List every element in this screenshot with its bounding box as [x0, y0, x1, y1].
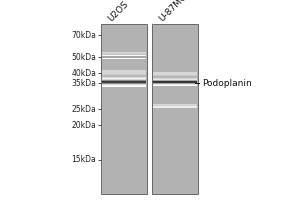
Text: 70kDa: 70kDa [71, 30, 96, 40]
Bar [102, 58, 146, 59]
Bar [102, 70, 146, 71]
Text: 40kDa: 40kDa [71, 68, 96, 77]
Bar [153, 107, 197, 108]
Bar [102, 79, 146, 80]
Bar [102, 81, 146, 82]
Bar [153, 84, 197, 85]
Bar [102, 57, 146, 58]
Bar [153, 105, 197, 106]
Bar [102, 55, 146, 56]
Bar [102, 55, 146, 56]
Bar [153, 104, 197, 105]
Bar [153, 72, 197, 73]
Text: 35kDa: 35kDa [71, 78, 96, 88]
Bar [102, 77, 146, 78]
Bar [102, 81, 146, 82]
Bar [102, 86, 146, 87]
Bar [153, 81, 197, 82]
Bar [153, 85, 197, 86]
Bar [102, 85, 146, 86]
Bar [152, 24, 198, 194]
Text: U2OS: U2OS [106, 0, 130, 23]
Bar [153, 107, 197, 108]
Bar [153, 80, 197, 81]
Text: 50kDa: 50kDa [71, 52, 96, 62]
Bar [102, 53, 146, 54]
Bar [153, 78, 197, 79]
Bar [153, 79, 197, 80]
Bar [153, 107, 197, 108]
Bar [102, 86, 146, 87]
Bar [153, 79, 197, 80]
Bar [102, 82, 146, 83]
Bar [153, 82, 197, 83]
Bar [153, 73, 197, 74]
Bar [102, 71, 146, 72]
Bar [102, 83, 146, 84]
Bar [153, 77, 197, 78]
Bar [153, 106, 197, 107]
Bar [102, 58, 146, 59]
Bar [153, 106, 197, 107]
Text: U-87MG: U-87MG [157, 0, 189, 23]
Bar [153, 74, 197, 75]
Bar [102, 85, 146, 86]
Text: 25kDa: 25kDa [71, 105, 96, 114]
Bar [153, 83, 197, 84]
Bar [102, 77, 146, 78]
Bar [102, 83, 146, 84]
Bar [102, 78, 146, 79]
Bar [102, 84, 146, 85]
Bar [102, 80, 146, 81]
Bar [102, 51, 146, 52]
Bar [153, 85, 197, 86]
Bar [153, 81, 197, 82]
Bar [102, 57, 146, 58]
Bar [102, 58, 146, 59]
Bar [102, 78, 146, 79]
Text: Podoplanin: Podoplanin [202, 78, 252, 88]
Bar [153, 107, 197, 108]
Bar [102, 56, 146, 57]
Bar [102, 77, 146, 78]
Text: 20kDa: 20kDa [71, 120, 96, 130]
Bar [102, 74, 146, 75]
Bar [102, 84, 146, 85]
Bar [102, 82, 146, 83]
Bar [100, 24, 147, 194]
Bar [102, 56, 146, 57]
Bar [102, 52, 146, 53]
Bar [153, 83, 197, 84]
Bar [102, 72, 146, 74]
Bar [153, 106, 197, 107]
Bar [102, 54, 146, 55]
Bar [153, 78, 197, 79]
Bar [102, 80, 146, 81]
Bar [153, 75, 197, 76]
Bar [102, 79, 146, 80]
Bar [153, 78, 197, 79]
Bar [102, 75, 146, 77]
Text: 15kDa: 15kDa [71, 156, 96, 164]
Bar [153, 80, 197, 81]
